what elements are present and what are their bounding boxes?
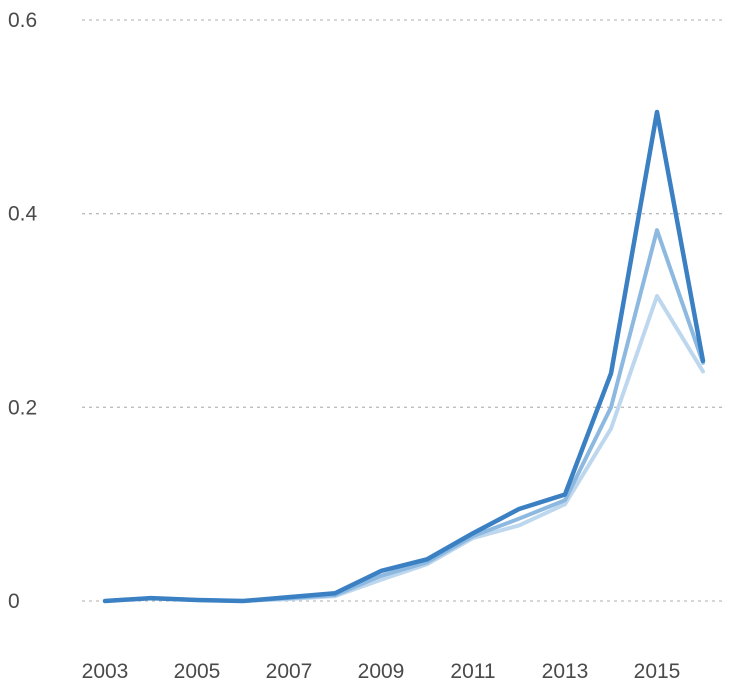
series-line-3 (102, 109, 706, 604)
y-tick-label: 0.4 (8, 203, 38, 226)
x-tick-label: 2011 (450, 660, 495, 683)
x-tick-label: 2003 (82, 660, 129, 683)
y-tick-label: 0 (8, 590, 20, 613)
x-tick-label: 2007 (266, 660, 313, 683)
y-tick-label: 0.2 (8, 396, 37, 419)
y-tick-label: 0.6 (8, 9, 37, 32)
x-axis-ticks: 2003 2005 2007 2009 2011 2013 2015 (82, 660, 681, 683)
y-axis-ticks: 0 0.2 0.4 0.6 (8, 9, 38, 613)
series-lines (102, 109, 706, 604)
gridlines (82, 19, 726, 602)
x-tick-label: 2013 (542, 660, 589, 683)
x-tick-label: 2009 (358, 660, 405, 683)
x-tick-label: 2015 (634, 660, 681, 683)
x-tick-label: 2005 (174, 660, 221, 683)
series-line-2 (103, 228, 705, 603)
series-line-1 (103, 293, 705, 603)
